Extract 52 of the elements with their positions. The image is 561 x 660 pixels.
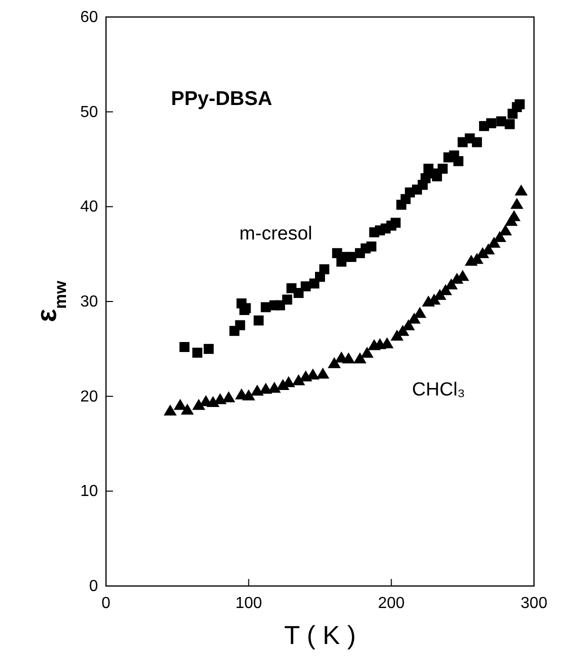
point xyxy=(498,224,512,236)
x-tick-label: 0 xyxy=(102,595,111,612)
point xyxy=(453,156,464,166)
point xyxy=(360,346,374,358)
x-axis-title: T ( K ) xyxy=(284,620,356,650)
point xyxy=(438,164,448,174)
y-tick-label: 20 xyxy=(80,388,98,406)
point xyxy=(174,398,187,410)
point xyxy=(390,218,401,228)
point xyxy=(222,391,236,402)
point xyxy=(366,241,376,252)
point xyxy=(328,357,341,368)
point xyxy=(192,348,202,358)
point xyxy=(514,184,528,196)
point xyxy=(235,320,246,330)
series-label: CHCl₃ xyxy=(412,380,466,401)
x-tick-label: 200 xyxy=(378,595,405,612)
y-tick-label: 0 xyxy=(89,578,98,595)
point xyxy=(164,404,177,416)
point xyxy=(486,118,496,128)
point xyxy=(353,352,366,364)
y-tick-label: 30 xyxy=(80,294,98,310)
x-tick-label: 300 xyxy=(520,595,548,612)
point xyxy=(179,342,190,352)
point xyxy=(180,404,194,415)
y-tick-label: 40 xyxy=(80,198,98,216)
point xyxy=(319,264,330,274)
point xyxy=(300,281,311,292)
point xyxy=(413,306,426,318)
point xyxy=(493,231,506,242)
y-tick-label: 10 xyxy=(80,483,98,500)
point xyxy=(342,352,356,364)
point xyxy=(316,368,330,379)
y-tick-label: 50 xyxy=(80,104,98,121)
point xyxy=(282,294,292,305)
point xyxy=(514,99,525,110)
point xyxy=(242,389,256,400)
point xyxy=(250,384,264,396)
series-label: m-cresol xyxy=(239,223,312,244)
point xyxy=(472,137,482,148)
point xyxy=(504,119,515,130)
point xyxy=(204,344,214,354)
point xyxy=(444,278,458,290)
point xyxy=(510,198,524,209)
point xyxy=(268,382,281,393)
point xyxy=(206,396,220,408)
point xyxy=(192,398,206,410)
text: PPy-DBSA xyxy=(171,88,272,110)
point xyxy=(254,315,264,326)
y-tick-label: 60 xyxy=(80,9,98,26)
x-tick-label: 100 xyxy=(235,595,262,612)
point xyxy=(508,210,521,222)
